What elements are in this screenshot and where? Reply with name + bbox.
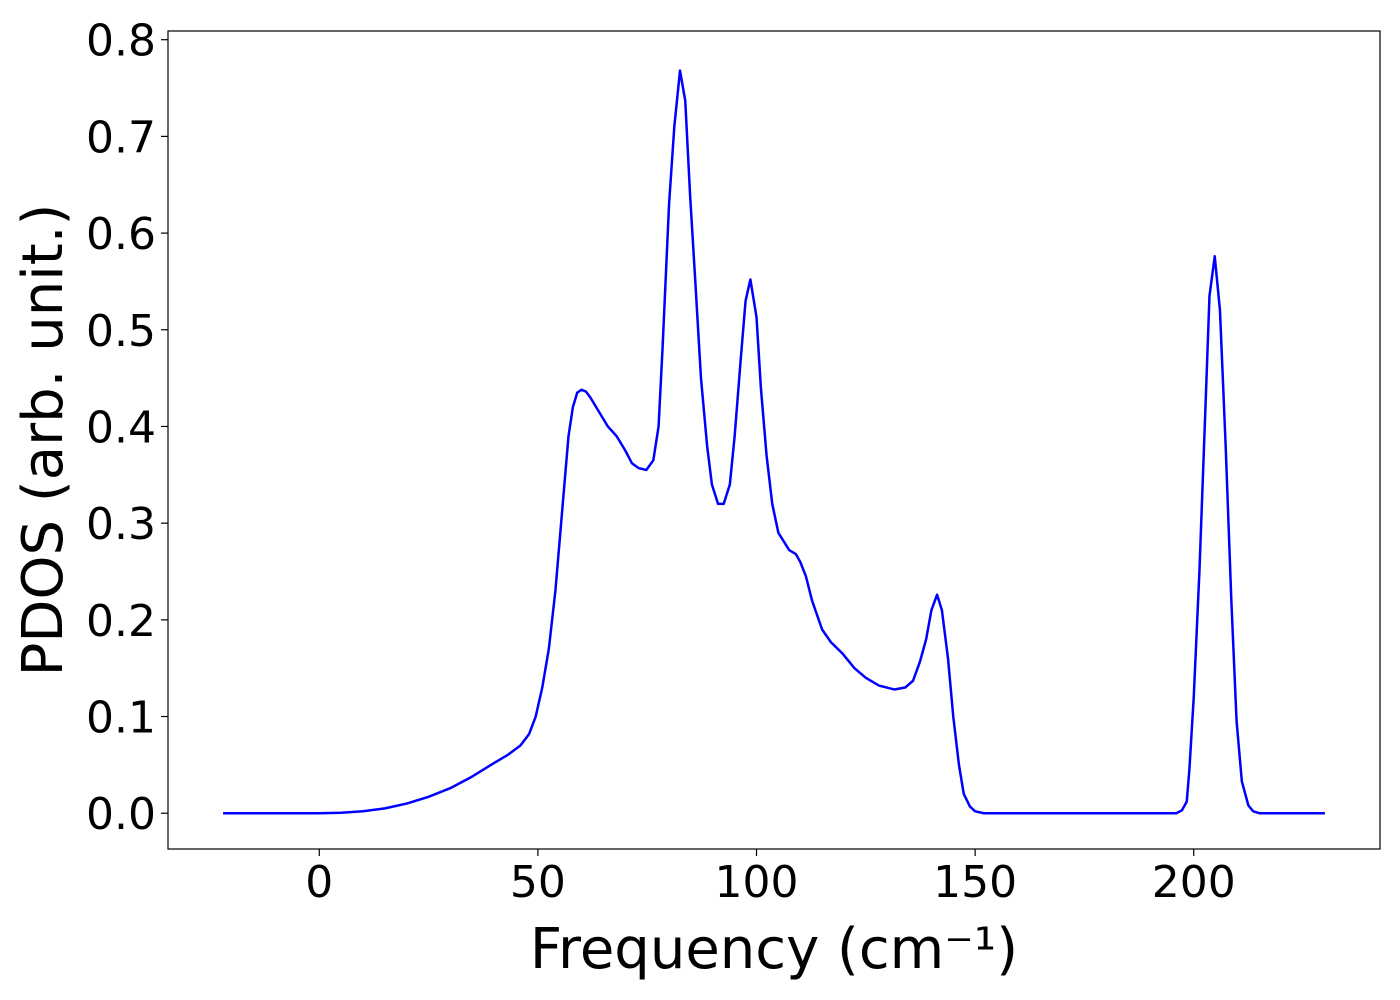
y-tick-label: 0.7 bbox=[86, 112, 156, 163]
y-tick-label: 0.3 bbox=[86, 499, 156, 550]
x-tick-label: 150 bbox=[933, 857, 1017, 908]
line-series bbox=[223, 69, 1325, 815]
y-tick-label: 0.2 bbox=[86, 596, 156, 647]
y-tick-label: 0.6 bbox=[86, 209, 156, 260]
x-tick-label: 200 bbox=[1152, 857, 1236, 908]
y-tick-label: 0.8 bbox=[86, 16, 156, 67]
x-axis-label: Frequency (cm⁻¹) bbox=[530, 917, 1018, 982]
plot-frame bbox=[167, 30, 1381, 850]
y-tick-label: 0.5 bbox=[86, 306, 156, 357]
x-tick-label: 100 bbox=[715, 857, 799, 908]
y-tick-label: 0.0 bbox=[86, 789, 156, 840]
y-axis-label: PDOS (arb. unit.) bbox=[11, 204, 76, 677]
x-tick-label: 0 bbox=[305, 857, 333, 908]
x-tick-label: 50 bbox=[510, 857, 566, 908]
y-tick-label: 0.1 bbox=[86, 693, 156, 744]
y-tick-label: 0.4 bbox=[86, 402, 156, 453]
